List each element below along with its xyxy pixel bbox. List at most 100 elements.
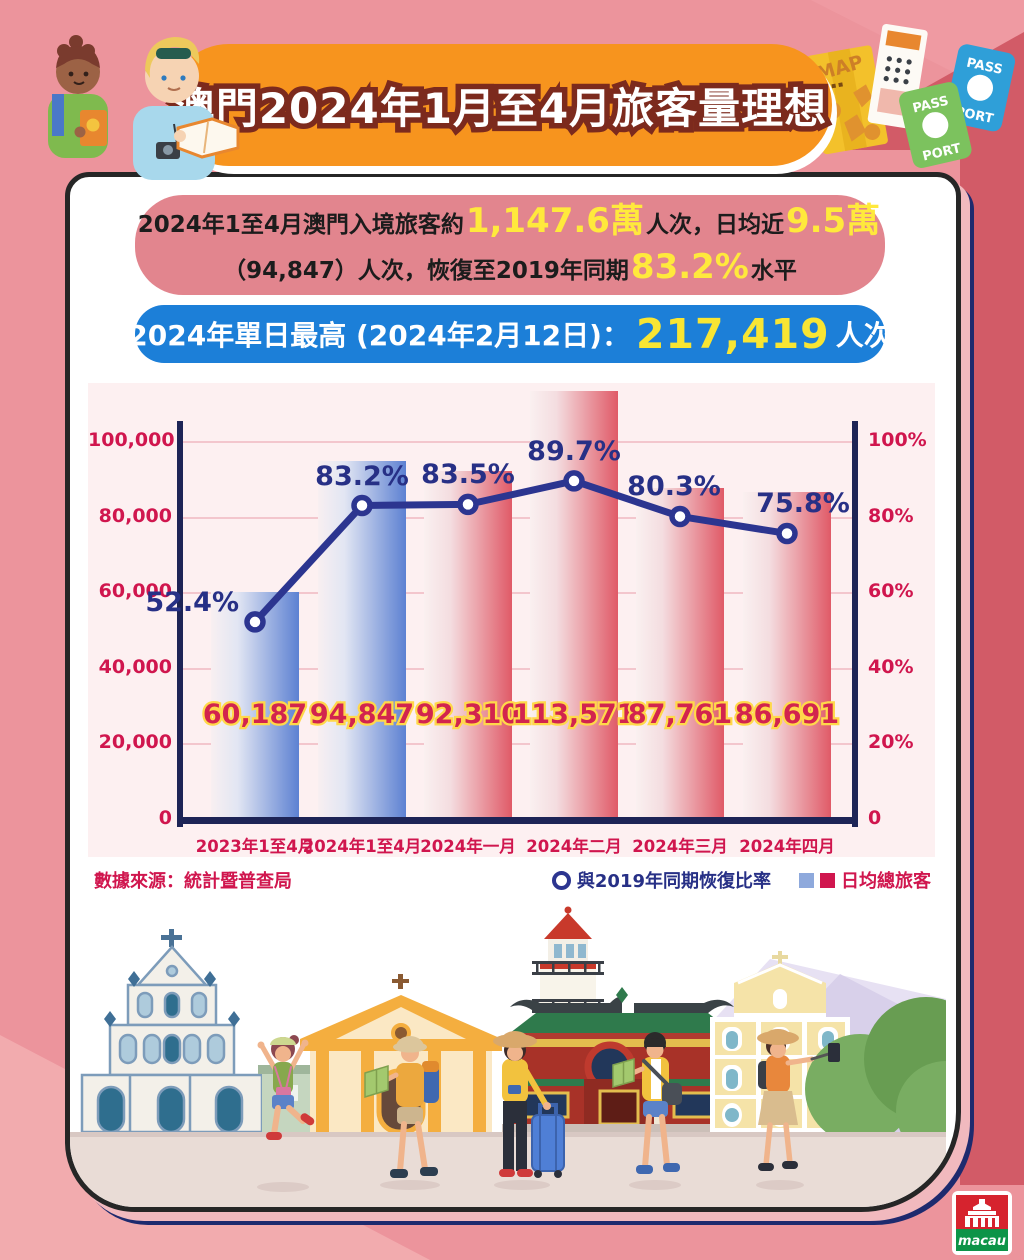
line-marker <box>563 470 585 492</box>
line-point-label: 89.7% <box>527 435 621 467</box>
open-map-icon <box>176 117 240 159</box>
bar-value-label: 92,310 <box>414 697 523 733</box>
bar-2024年1至4月 <box>318 461 406 820</box>
legend-item-recovery-line: 與2019年同期恢復比率 <box>551 867 771 893</box>
gridline <box>180 441 855 443</box>
sunglasses-icon <box>156 48 191 59</box>
blue-bar-swatch-icon <box>799 872 814 888</box>
building-ruins-st-paul <box>80 929 264 1134</box>
right-axis-line <box>852 421 858 827</box>
suitcase-icon <box>531 1103 565 1178</box>
tourist-backpacker-man <box>364 1036 440 1190</box>
bar-value-label: 94,847 <box>308 697 417 733</box>
tourist-left-figure <box>48 35 108 158</box>
category-label: 2024年一月 <box>420 837 516 856</box>
gridline <box>180 592 855 595</box>
bar-value-label: 87,761 <box>626 697 735 733</box>
line-point-label: 83.2% <box>315 460 409 492</box>
macau-logo: macau <box>952 1191 1012 1255</box>
right-axis-tick: 60% <box>868 580 914 603</box>
daily-max-unit: 人次 <box>835 319 892 352</box>
gridline <box>180 667 855 670</box>
background-right-dark-band <box>814 32 1024 1185</box>
page-title-outline: 澳門2024年1月至4月旅客量理想 <box>167 78 831 138</box>
left-axis-tick: 0 <box>158 807 172 829</box>
bar-2024年一月 <box>424 471 512 820</box>
phone-icon <box>828 1043 840 1062</box>
summary-text: 水平 <box>750 258 797 284</box>
summary-line-1: 2024年1至4月澳門入境旅客約1,147.6萬人次，日均近9.5萬 <box>138 199 882 245</box>
logo-text: macau <box>958 1234 1006 1249</box>
data-source-label: 數據來源：統計暨普查局 <box>94 871 292 892</box>
chart-panel: 100,000 100% 80,000 80% 60,000 60% 40,000 40% 20… <box>88 383 935 857</box>
summary-box: 2024年1至4月澳門入境旅客約1,147.6萬人次，日均近9.5萬 （94,8… <box>135 195 885 295</box>
macau-skyline-illustration <box>70 906 946 1207</box>
left-axis-tick: 80,000 <box>98 504 172 527</box>
legend-bar-label: 日均總旅客 <box>841 871 931 892</box>
bar-value-label: 86,691 <box>733 697 842 733</box>
line-point-label: 80.3% <box>627 471 721 503</box>
summary-daily-average: 9.5萬 <box>785 201 881 242</box>
bar-2024年四月 <box>743 492 831 820</box>
category-label: 2024年二月 <box>526 837 622 856</box>
gridline <box>180 743 855 746</box>
summary-text: 2024年1至4月澳門入境旅客約 <box>137 212 464 239</box>
summary-total-visitors: 1,147.6萬 <box>465 201 644 242</box>
right-axis-tick: 20% <box>868 731 914 754</box>
legend-line-label: 與2019年同期恢復比率 <box>576 871 771 892</box>
tourist-selfie-woman <box>756 1029 840 1190</box>
decor-tourists-reading-map <box>48 35 240 180</box>
daily-max-label: 2024年單日最高 (2024年2月12日)： <box>128 319 630 352</box>
gridline <box>180 516 855 519</box>
line-marker <box>669 505 691 528</box>
line-marker <box>457 493 479 516</box>
daily-max-value: 217,419 <box>635 310 830 358</box>
tourist-hat-woman <box>493 1031 565 1190</box>
st-paul-facade-icon <box>965 1199 999 1227</box>
category-label: 2024年四月 <box>739 837 835 856</box>
bar-value-label: 60,187 <box>201 697 310 733</box>
chart-footer: 數據來源：統計暨普查局 與2019年同期恢復比率 日均總旅客 <box>88 867 935 893</box>
building-ama-temple <box>502 987 738 1132</box>
summary-line-2: （94,847）人次，恢復至2019年同期83.2%水平 <box>223 245 797 291</box>
main-card: 2024年1至4月澳門入境旅客約1,147.6萬人次，日均近9.5萬 （94,8… <box>65 172 961 1212</box>
summary-text: （94,847）人次，恢復至2019年同期 <box>223 258 629 284</box>
left-axis-tick: 60,000 <box>98 580 172 603</box>
right-axis-tick: 40% <box>868 655 914 678</box>
line-marker <box>244 611 266 633</box>
red-bar-swatch-icon <box>820 872 835 888</box>
chart-legend: 與2019年同期恢復比率 日均總旅客 <box>551 867 935 893</box>
category-label: 2024年1至4月 <box>302 837 422 856</box>
right-axis-tick: 80% <box>868 504 914 527</box>
line-marker <box>776 522 798 545</box>
tourist-jumping-girl <box>257 1035 315 1192</box>
left-axis-tick: 100,000 <box>88 429 175 451</box>
summary-text: 人次，日均近 <box>645 212 784 239</box>
tourist-right-figure <box>133 37 240 180</box>
category-label: 2024年三月 <box>632 837 728 856</box>
title-banner: 澳門2024年1月至4月旅客量理想 澳門2024年1月至4月旅客量理想 <box>167 44 832 166</box>
summary-recovery-rate: 83.2% <box>630 247 749 287</box>
page-title: 澳門2024年1月至4月旅客量理想 澳門2024年1月至4月旅客量理想 <box>167 75 831 138</box>
line-point-label: 83.5% <box>421 459 515 491</box>
tourist-map-man <box>612 1032 682 1190</box>
line-marker <box>351 494 373 517</box>
bar-2024年二月 <box>530 390 618 820</box>
legend-item-visitor-bars: 日均總旅客 <box>799 867 931 893</box>
bar-value-label: 113,571 <box>510 697 637 733</box>
bottom-axis-line <box>177 817 858 824</box>
left-axis-tick: 20,000 <box>98 731 172 754</box>
line-point-label: 52.4% <box>145 586 239 618</box>
bar-2024年三月 <box>636 488 724 820</box>
page-title-text: 澳門2024年1月至4月旅客量理想 <box>172 83 828 133</box>
category-label: 2023年1至4月 <box>195 837 315 856</box>
line-point-label: 75.8% <box>756 488 850 520</box>
recovery-rate-line <box>244 470 798 633</box>
svg-text:PASS: PASS <box>965 56 1004 78</box>
passport-green-icon: PASS PORT <box>899 82 972 169</box>
left-axis-line <box>177 421 183 827</box>
right-axis-tick: 100% <box>868 429 927 451</box>
line-marker-icon <box>551 870 571 890</box>
daily-max-pill: 2024年單日最高 (2024年2月12日)： 217,419 人次 <box>128 305 892 363</box>
